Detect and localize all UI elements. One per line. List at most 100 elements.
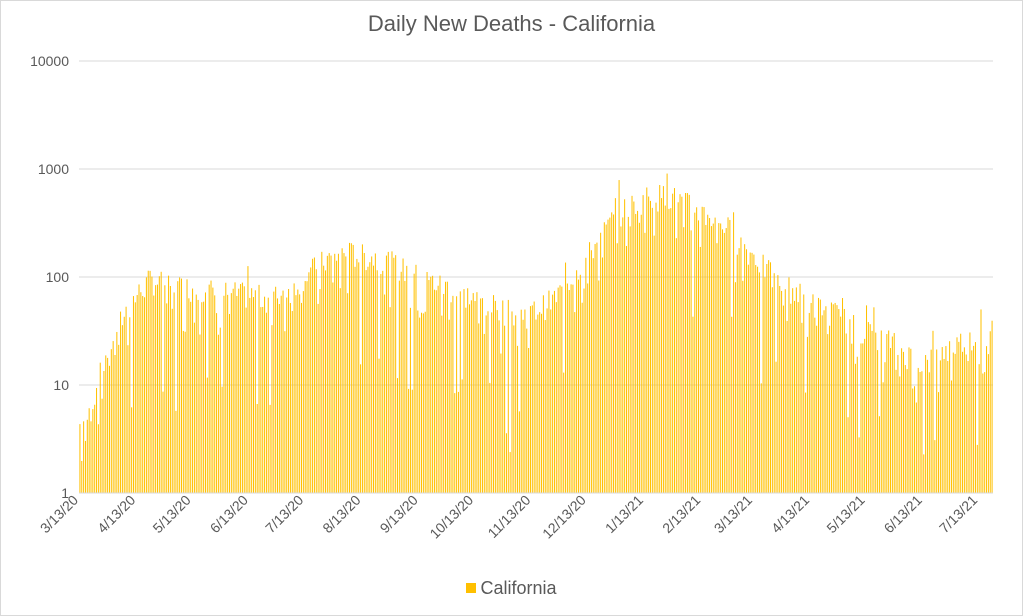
bar <box>443 293 445 493</box>
bar <box>866 305 868 493</box>
bar <box>103 371 105 493</box>
bar <box>568 290 570 493</box>
bar <box>476 292 478 493</box>
bar <box>282 290 284 493</box>
y-tick-label: 100 <box>46 269 70 285</box>
bar <box>376 270 378 493</box>
bar <box>686 193 688 493</box>
bar <box>134 302 136 493</box>
x-tick-label: 2/13/21 <box>659 492 703 536</box>
bar <box>179 277 181 493</box>
bar <box>448 319 450 493</box>
bar <box>518 411 520 493</box>
bar <box>736 254 738 493</box>
bar <box>419 317 421 493</box>
bar <box>192 288 194 493</box>
bar <box>389 307 391 493</box>
bar <box>439 275 441 493</box>
bar <box>310 267 312 493</box>
bar <box>721 229 724 493</box>
legend-swatch <box>466 583 477 593</box>
bar <box>832 304 834 493</box>
bar <box>136 295 138 493</box>
bar <box>175 410 177 493</box>
bar <box>264 296 266 493</box>
bar <box>915 402 917 493</box>
bar <box>720 223 722 493</box>
bar <box>548 290 550 493</box>
bar <box>531 305 533 493</box>
bar <box>576 270 578 493</box>
bar <box>830 302 832 493</box>
bar <box>502 300 504 493</box>
bar <box>930 349 932 493</box>
bar <box>487 311 489 493</box>
bar <box>640 214 642 493</box>
bar <box>954 353 956 493</box>
bar <box>188 298 190 493</box>
bar <box>97 424 99 493</box>
bar <box>349 242 351 493</box>
bar <box>456 296 458 493</box>
bar <box>681 196 683 493</box>
bar <box>118 344 120 493</box>
bar <box>430 276 432 493</box>
bar <box>505 433 507 493</box>
bar <box>210 280 212 493</box>
bar <box>986 346 988 493</box>
bar <box>816 325 818 493</box>
bar <box>792 288 794 493</box>
bar <box>234 282 236 493</box>
bar <box>827 334 829 493</box>
bar <box>83 421 85 493</box>
legend: California <box>1 578 1022 599</box>
bar <box>269 404 271 493</box>
bar <box>230 293 232 493</box>
bar <box>762 254 764 493</box>
bar <box>563 372 565 493</box>
bar <box>771 287 773 493</box>
bar <box>860 343 862 493</box>
bar <box>539 312 541 493</box>
bar <box>555 302 557 493</box>
bar <box>533 301 535 493</box>
x-tick-label: 8/13/20 <box>319 492 363 536</box>
bar <box>893 333 895 493</box>
bar <box>877 350 879 493</box>
bar <box>688 194 690 494</box>
bar <box>428 280 430 493</box>
bar <box>409 307 411 493</box>
bar <box>81 460 83 493</box>
bar <box>99 362 101 493</box>
bar <box>668 208 670 493</box>
bar <box>814 317 816 493</box>
bar <box>805 392 807 493</box>
bar <box>742 280 744 493</box>
bar <box>854 363 856 493</box>
bar <box>847 417 849 493</box>
bar <box>897 354 899 493</box>
bar <box>651 207 653 494</box>
bar <box>616 243 618 493</box>
bar <box>308 272 310 493</box>
bar <box>397 378 399 493</box>
bar <box>653 235 655 493</box>
bar <box>528 348 530 493</box>
bar <box>869 324 871 493</box>
bar <box>952 352 954 493</box>
bar <box>862 343 864 493</box>
bar <box>358 262 360 493</box>
bar <box>240 284 242 493</box>
bar <box>273 291 275 493</box>
bar <box>158 276 160 493</box>
bar <box>949 341 951 493</box>
bar <box>943 358 945 493</box>
bar <box>747 264 749 493</box>
bar <box>454 393 456 493</box>
bar <box>426 272 428 493</box>
bar <box>216 313 218 493</box>
bar <box>84 440 86 493</box>
bar <box>472 293 474 493</box>
bar <box>142 296 144 493</box>
bar <box>452 295 454 493</box>
